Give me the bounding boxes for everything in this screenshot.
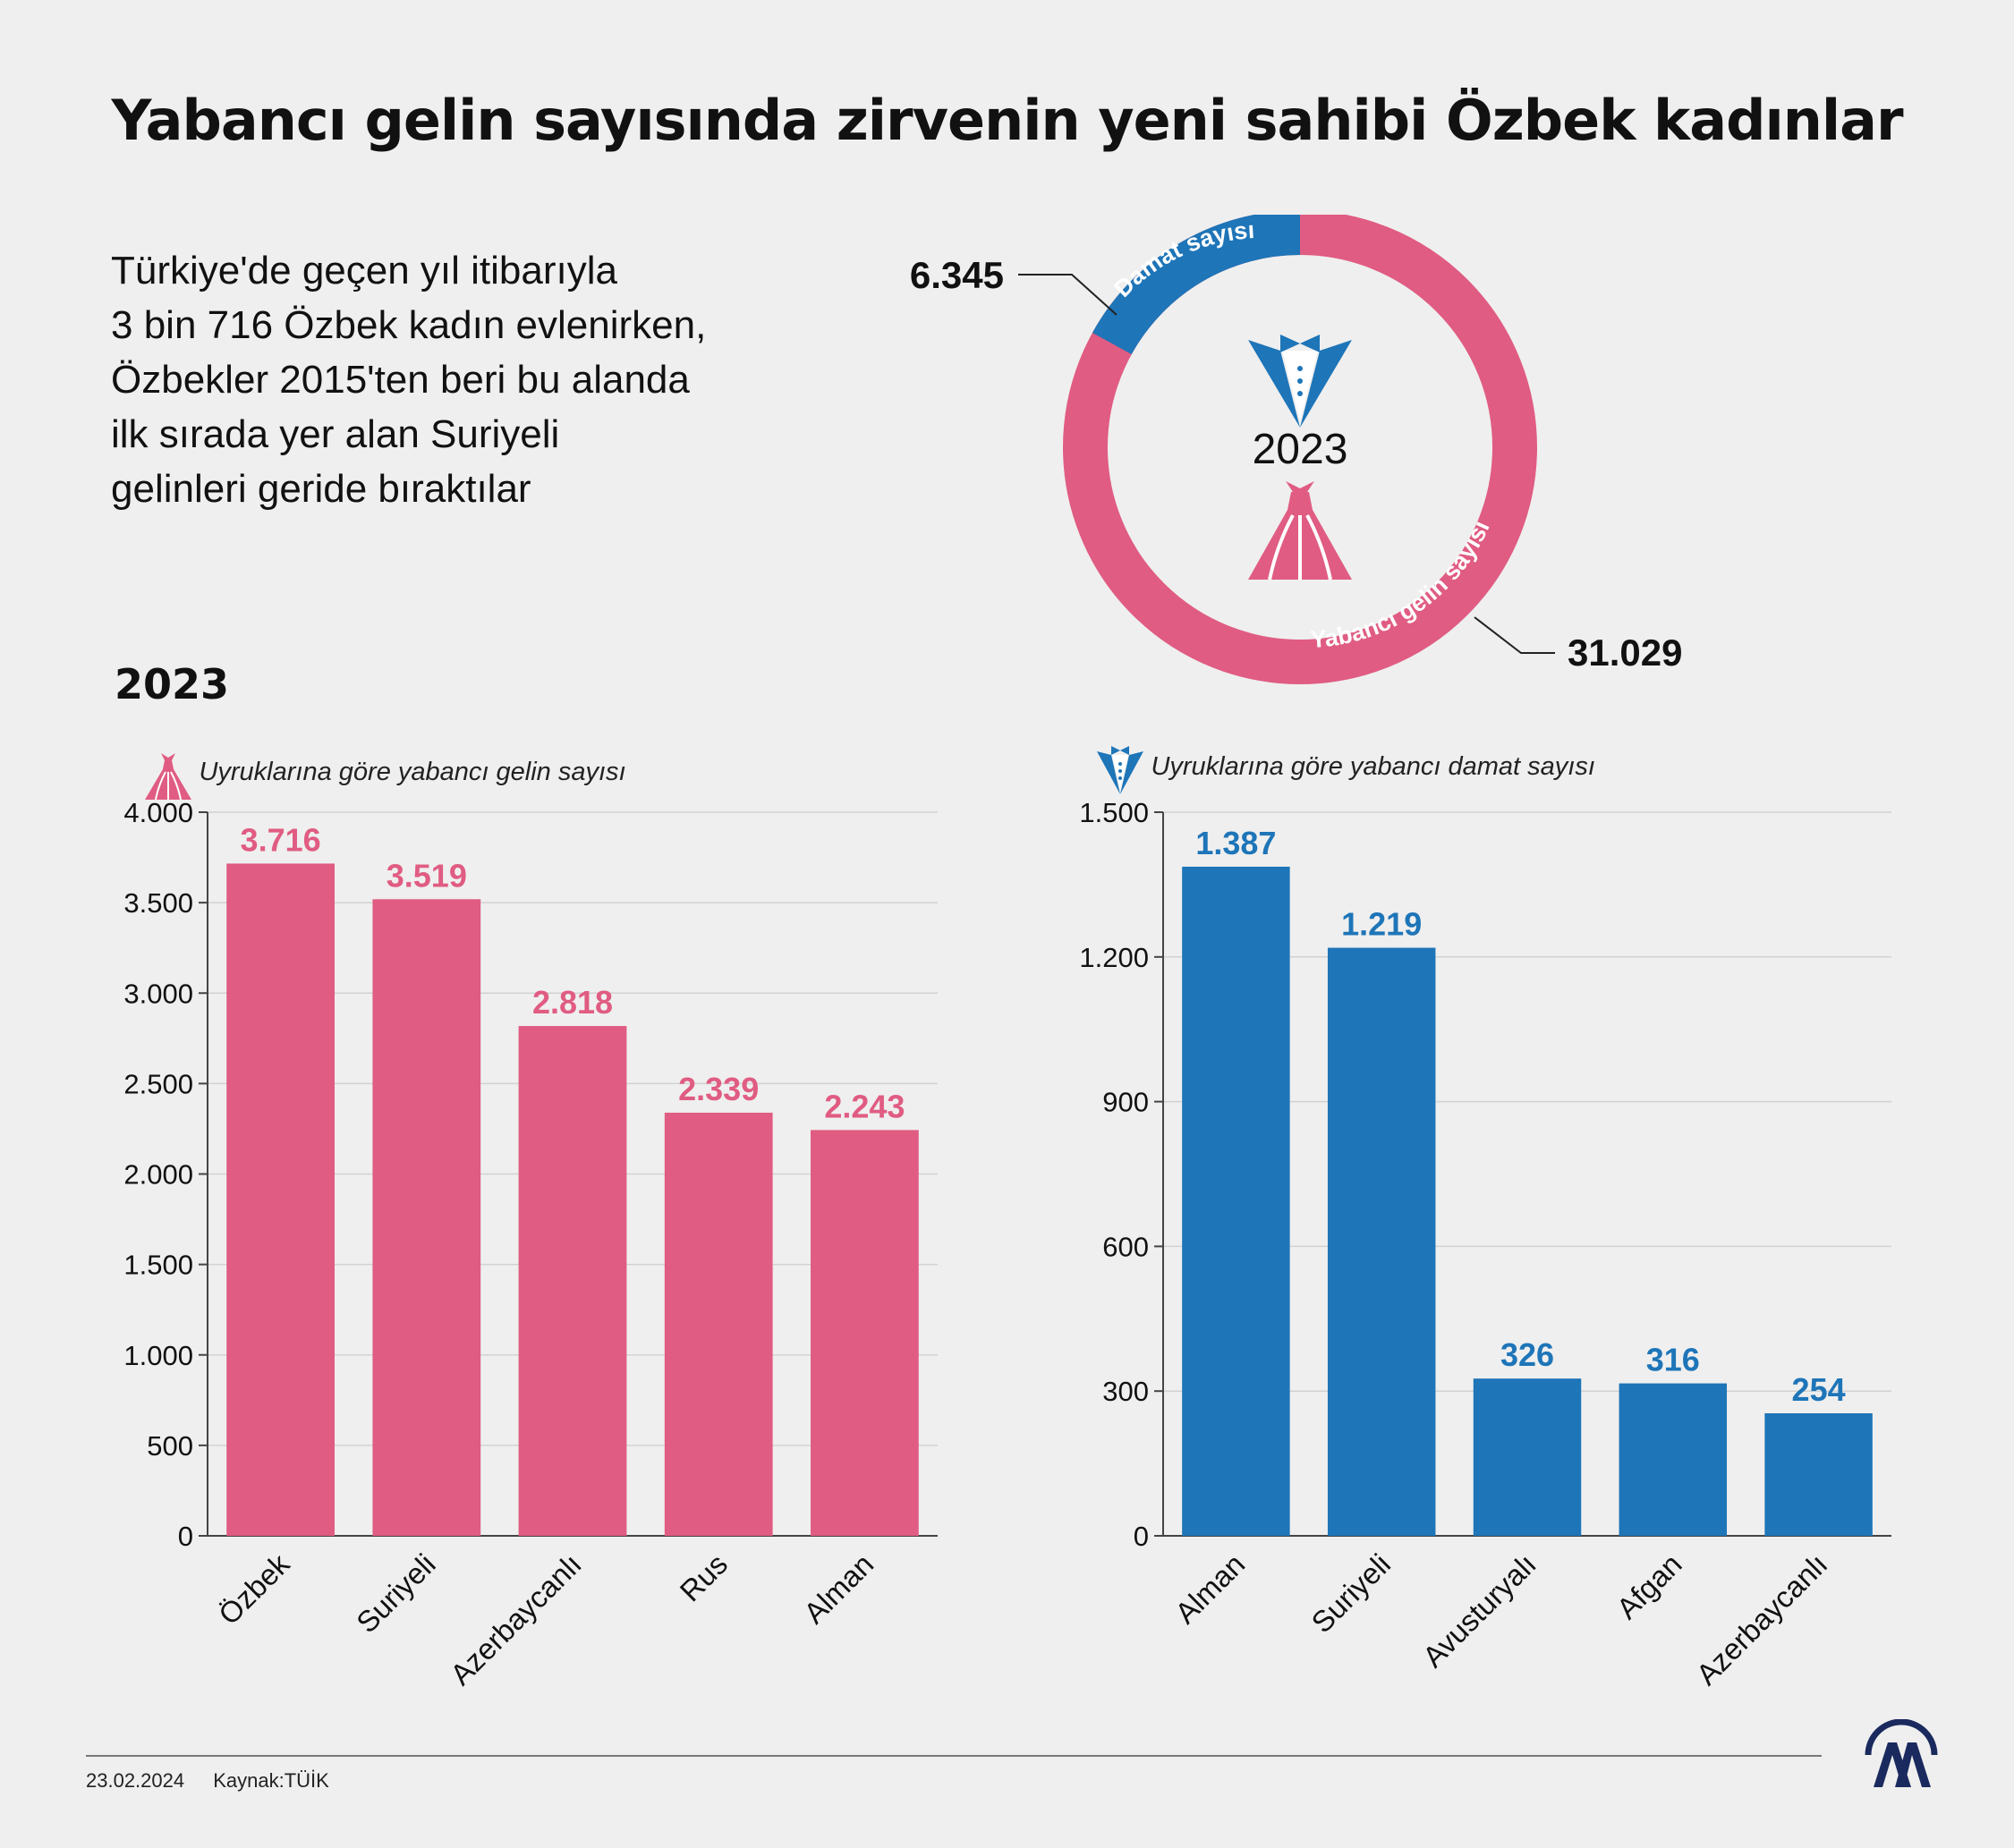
x-category-label: Azerbaycanlı [1689,1547,1833,1691]
y-tick-label: 3.500 [123,887,193,919]
footer: 23.02.2024 Kaynak:TÜİK [86,1769,329,1793]
y-tick-label: 1.500 [1079,797,1149,828]
x-category-label: Özbek [212,1547,296,1631]
footer-date: 23.02.2024 [86,1769,185,1792]
bar-value-label: 2.339 [678,1071,759,1107]
y-tick-label: 600 [1102,1231,1149,1262]
y-tick-label: 2.500 [123,1068,193,1099]
tuxedo-icon [1097,746,1143,794]
y-tick-label: 1.200 [1079,942,1149,973]
x-category-label: Rus [673,1547,734,1608]
groom-chart-title: Uyruklarına göre yabancı damat sayısı [1151,752,1595,782]
donut-groom-segment [1092,215,1301,355]
donut-year: 2023 [1253,426,1348,473]
y-tick-label: 0 [178,1521,193,1552]
bar [518,1026,627,1536]
bar [1619,1383,1728,1536]
bar [1327,947,1436,1536]
x-category-label: Suriyeli [1304,1547,1397,1640]
intro-text: Türkiye'de geçen yıl itibarıyla 3 bin 71… [111,243,791,516]
bar-value-label: 3.716 [241,821,321,858]
bride-bar-chart: 0 500 1.000 1.500 2.000 2.500 3.000 3.500 4.000 3… [123,797,938,1691]
wedding-dress-icon [145,753,191,801]
y-tick-label: 300 [1102,1376,1149,1407]
page-title: Yabancı gelin sayısında zirvenin yeni sa… [111,88,1903,153]
y-tick-label: 3.000 [123,978,193,1009]
bar [811,1130,919,1536]
donut-chart: Damat sayısı Yabancı gelin sayısı 2023 6… [910,215,1682,684]
bar [226,863,335,1536]
y-tick-label: 1.000 [123,1340,193,1371]
x-category-label: Suriyeli [350,1547,442,1640]
bar-value-label: 2.818 [532,984,613,1021]
bar-value-label: 316 [1646,1342,1700,1378]
footer-source: Kaynak:TÜİK [213,1769,329,1792]
donut-ring [1063,215,1537,684]
bar-value-label: 3.519 [387,857,467,894]
groom-chart-legend: Uyruklarına göre yabancı damat sayısı [1093,744,1595,798]
x-category-label: Avusturyalı [1416,1547,1542,1674]
bar [1182,866,1290,1536]
intro-line: Türkiye'de geçen yıl itibarıyla [111,249,617,292]
groom-bar-chart: 0 300 600 900 1.200 1.500 1.387 Alman 1.219 Suriy… [1079,797,1891,1691]
bar [1764,1413,1873,1536]
x-category-label: Alman [1168,1547,1251,1630]
bar-value-label: 326 [1500,1336,1554,1373]
x-category-label: Afgan [1610,1547,1688,1625]
x-category-label: Alman [797,1547,880,1630]
y-tick-label: 4.000 [123,797,193,828]
y-tick-label: 900 [1102,1087,1149,1118]
intro-line: 3 bin 716 Özbek kadın evlenirken, [111,303,707,347]
groom-total-value: 6.345 [910,254,1004,296]
bar [1473,1378,1582,1536]
y-tick-label: 1.500 [123,1250,193,1281]
intro-line: Özbekler 2015'ten beri bu alanda [111,358,690,402]
footer-divider [86,1755,1822,1757]
tuxedo-icon [1248,335,1352,428]
intro-line: ilk sırada yer alan Suriyeli [111,412,560,456]
bar-value-label: 1.219 [1341,906,1422,943]
aa-logo [1865,1719,1938,1787]
intro-line: gelinleri geride bıraktılar [111,467,531,511]
bar [372,899,481,1536]
bar [664,1112,773,1536]
bride-chart-legend: Uyruklarına göre yabancı gelin sayısı [141,750,626,803]
wedding-dress-icon [1248,481,1352,581]
y-tick-label: 500 [147,1430,193,1462]
bride-total-value: 31.029 [1568,632,1682,674]
y-tick-label: 2.000 [123,1159,193,1191]
bar-value-label: 2.243 [824,1088,905,1124]
y-tick-label: 0 [1134,1521,1149,1552]
bride-chart-title: Uyruklarına göre yabancı gelin sayısı [199,758,626,787]
bar-value-label: 1.387 [1195,825,1276,861]
bar-value-label: 254 [1792,1371,1846,1408]
section-year: 2023 [115,660,230,708]
x-category-label: Azerbaycanlı [444,1547,588,1691]
